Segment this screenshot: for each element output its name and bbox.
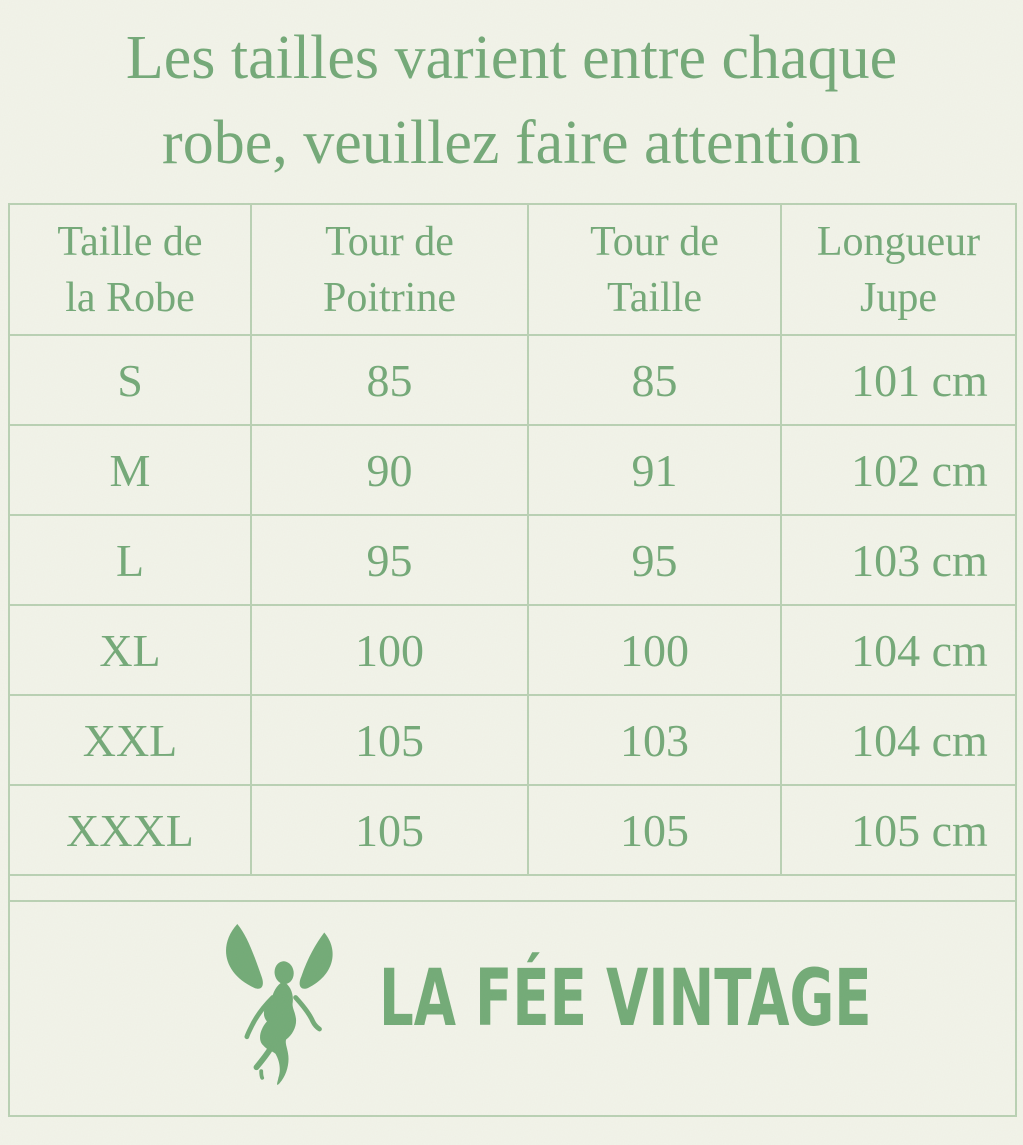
jupe-cell: 105 cm <box>780 784 1017 876</box>
header-text: Taille <box>606 274 702 321</box>
jupe-cell: 104 cm <box>780 604 1017 696</box>
column-header-longueur-jupe: Longueur Jupe <box>780 203 1017 336</box>
taille-cell: 105 <box>527 784 782 876</box>
brand-name: LA FÉE VINTAGE <box>378 953 872 1044</box>
taille-cell: 91 <box>527 424 782 516</box>
taille-cell: 85 <box>527 334 782 426</box>
taille-cell: 103 <box>527 694 782 786</box>
table-row-l: L 95 95 103 cm <box>8 514 1017 606</box>
page-title: Les tailles varient entre chaque robe, v… <box>0 0 1023 186</box>
table-row-s: S 85 85 101 cm <box>8 334 1017 426</box>
logo-cell: LA FÉE VINTAGE <box>8 900 1017 1117</box>
poitrine-cell: 95 <box>250 514 529 606</box>
column-header-tour-taille: Tour de Taille <box>527 203 782 336</box>
table-row-m: M 90 91 102 cm <box>8 424 1017 516</box>
size-cell: XL <box>8 604 252 696</box>
column-header-tour-poitrine: Tour de Poitrine <box>250 203 529 336</box>
spacer-row <box>8 874 1017 902</box>
jupe-cell: 103 cm <box>780 514 1017 606</box>
size-cell: XXXL <box>8 784 252 876</box>
size-cell: XXL <box>8 694 252 786</box>
header-text: Tour de <box>325 218 454 265</box>
header-text: Tour de <box>590 218 719 265</box>
header-row: Taille de la Robe Tour de Poitrine Tour … <box>8 203 1017 336</box>
jupe-cell: 102 cm <box>780 424 1017 516</box>
size-cell: S <box>8 334 252 426</box>
poitrine-cell: 90 <box>250 424 529 516</box>
poitrine-cell: 100 <box>250 604 529 696</box>
brand-name-box: LA FÉE VINTAGE <box>378 953 872 1044</box>
brand-logo: LA FÉE VINTAGE <box>10 916 1015 1102</box>
title-line-2: robe, veuillez faire attention <box>162 109 861 177</box>
column-header-taille-robe: Taille de la Robe <box>8 203 252 336</box>
spacer-cell <box>8 874 1017 902</box>
header-text: la Robe <box>65 274 195 321</box>
header-text: Longueur <box>816 218 981 265</box>
poitrine-cell: 105 <box>250 784 529 876</box>
table-row-xxl: XXL 105 103 104 cm <box>8 694 1017 786</box>
table-row-xl: XL 100 100 104 cm <box>8 604 1017 696</box>
fairy-icon <box>225 923 333 1085</box>
taille-cell: 95 <box>527 514 782 606</box>
table-row-xxxl: XXXL 105 105 105 cm <box>8 784 1017 876</box>
header-text: Jupe <box>860 274 937 321</box>
title-line-1: Les tailles varient entre chaque <box>125 24 898 92</box>
size-cell: M <box>8 424 252 516</box>
jupe-cell: 104 cm <box>780 694 1017 786</box>
jupe-cell: 101 cm <box>780 334 1017 426</box>
size-table: Taille de la Robe Tour de Poitrine Tour … <box>8 203 1017 1117</box>
header-text: Poitrine <box>323 274 456 321</box>
taille-cell: 100 <box>527 604 782 696</box>
poitrine-cell: 85 <box>250 334 529 426</box>
header-text: Taille de <box>57 218 203 265</box>
logo-row: LA FÉE VINTAGE <box>8 900 1017 1117</box>
size-cell: L <box>8 514 252 606</box>
poitrine-cell: 105 <box>250 694 529 786</box>
